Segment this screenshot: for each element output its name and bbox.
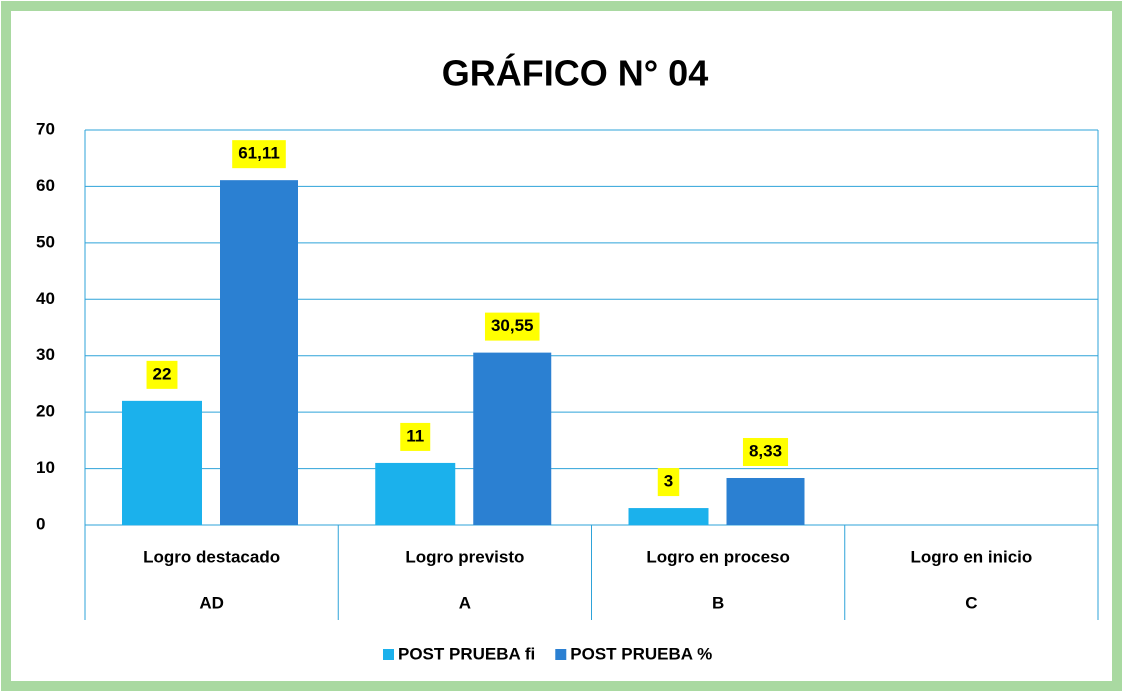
y-tick-label: 30 [36,345,55,364]
x-tick-code: A [459,593,471,612]
x-tick-code: C [965,593,977,612]
bar [628,508,709,525]
y-tick-label: 60 [36,176,55,195]
data-label-bg [657,468,680,497]
y-tick-label: 50 [36,232,55,251]
x-tick-label: Logro destacado [143,547,280,566]
y-tick-label: 10 [36,458,55,477]
bar [122,400,202,525]
x-tick-label: Logro previsto [405,547,524,566]
x-tick-code: B [712,593,724,612]
legend-swatch [555,649,567,660]
legend-swatch [383,649,394,660]
y-tick-label: 0 [36,514,45,533]
chart-title: GRÁFICO N° 04 [442,53,708,94]
data-label: 22 [153,364,172,383]
bar [375,462,456,525]
data-label: 8,33 [749,441,782,460]
x-tick-label: Logro en inicio [910,547,1032,566]
data-label: 61,11 [238,144,280,163]
data-label-bg [400,422,431,451]
data-label-bg [232,140,286,169]
data-label-bg [484,312,540,341]
data-label: 3 [664,472,673,491]
data-label-bg [146,360,178,389]
data-label-bg [742,437,789,466]
data-label: 30,55 [491,316,534,335]
bar [473,352,552,525]
x-tick-code: AD [199,593,224,612]
y-tick-label: 70 [36,119,55,138]
bar [220,180,298,526]
x-tick-label: Logro en proceso [646,547,790,566]
bar [726,477,805,525]
data-label: 11 [406,426,424,445]
legend-label: POST PRUEBA % [570,644,712,663]
y-tick-label: 40 [36,289,55,308]
legend-label: POST PRUEBA fi [398,644,535,663]
y-tick-label: 20 [36,402,55,421]
